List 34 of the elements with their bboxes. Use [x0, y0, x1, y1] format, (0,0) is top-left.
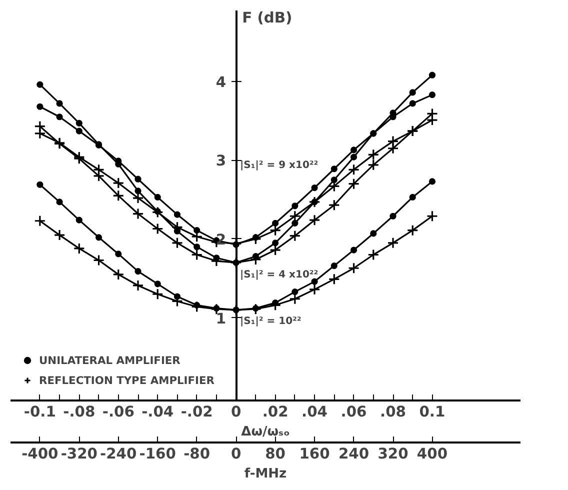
x2-tick-label: 160 — [299, 446, 330, 462]
x2-tick-label: -320 — [60, 446, 98, 462]
annotation: |S₁|² = 4 x10²² — [240, 270, 318, 281]
x2-tick-label: -80 — [184, 446, 210, 462]
x2-tick-label: 80 — [265, 446, 286, 462]
x2-tick-label: 400 — [416, 446, 448, 462]
x-tick-label: -0.1 — [24, 404, 56, 420]
x2-tick-label: 0 — [230, 446, 242, 462]
x-tick-label: .02 — [262, 404, 288, 420]
y-tick-label: 2 — [216, 231, 226, 248]
x-tick-label: .04 — [302, 404, 328, 420]
annotation: |S₁|² = 9 x10²² — [240, 160, 318, 172]
x-tick-label: -.04 — [142, 404, 174, 420]
x2-tick-label: 320 — [378, 446, 408, 462]
x-tick-label: 0.1 — [419, 404, 446, 420]
x2-tick-label: -160 — [139, 446, 176, 462]
x2-tick-label: -400 — [22, 446, 58, 462]
x-axis-title: Δω/ωₛₒ — [241, 424, 290, 440]
annotation: |S₁|² = 10²² — [240, 316, 302, 328]
x-tick-label: .06 — [340, 404, 367, 420]
legend-label: UNILATERAL AMPLIFIER — [39, 354, 182, 366]
x2-tick-label: 240 — [338, 446, 370, 462]
x-tick-label: -.08 — [63, 404, 96, 420]
y-tick-label: 4 — [216, 74, 226, 91]
x-tick-label: .08 — [380, 404, 406, 420]
y-axis-title: F (dB) — [242, 10, 292, 26]
x2-tick-label: -240 — [100, 446, 137, 462]
x-tick-label: -.06 — [102, 404, 134, 420]
y-tick-label: 1 — [216, 310, 226, 328]
legend-label: REFLECTION TYPE AMPLIFIER — [39, 374, 215, 386]
x-tick-label: -.02 — [180, 404, 213, 420]
x-tick-label: 0 — [230, 404, 242, 420]
y-tick-label: 3 — [216, 152, 226, 170]
x2-axis-title: f-MHz — [244, 466, 287, 482]
